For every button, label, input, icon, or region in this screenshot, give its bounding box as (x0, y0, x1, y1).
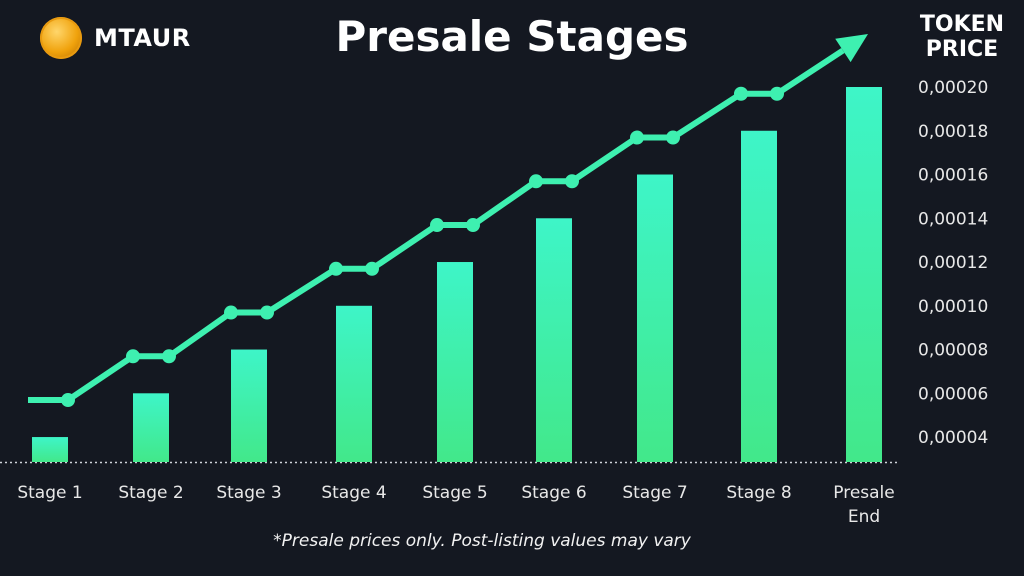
footnote: *Presale prices only. Post-listing value… (273, 531, 691, 551)
x-tick-label: Stage 4 (321, 483, 386, 503)
trend-point (61, 393, 75, 408)
x-tick-label: Presale (833, 483, 894, 503)
bar-6 (536, 218, 572, 462)
brand-name: MTAUR (94, 24, 191, 52)
y-tick-label: 0,00018 (918, 122, 988, 142)
trend-point (770, 86, 784, 101)
x-tick-label: End (848, 507, 880, 527)
x-tick-label: Stage 5 (422, 483, 487, 503)
brand-logo: MTAUR (40, 17, 191, 59)
trend-point (734, 86, 748, 101)
trend-point (224, 305, 238, 320)
bar-5 (437, 262, 473, 462)
trend-point (630, 130, 644, 145)
trend-point (260, 305, 274, 320)
x-tick-label: Stage 3 (216, 483, 281, 503)
x-tick-label: Stage 6 (521, 483, 586, 503)
x-tick-label: Stage 1 (17, 483, 82, 503)
trend-point (666, 130, 680, 145)
x-tick-label: Stage 2 (118, 483, 183, 503)
x-tick-label: Stage 7 (622, 483, 687, 503)
y-tick-label: 0,00014 (918, 209, 988, 229)
bar-2 (133, 393, 169, 462)
y-tick-label: 0,00004 (918, 428, 988, 448)
trend-point (126, 349, 140, 364)
trend-point (162, 349, 176, 364)
bar-7 (637, 174, 673, 462)
trend-point (430, 218, 444, 233)
chart-title: Presale Stages (335, 12, 689, 61)
bar-9 (846, 87, 882, 462)
trend-point (365, 261, 379, 276)
bar-3 (231, 349, 267, 462)
arrow-head-icon (835, 34, 868, 63)
coin-logo-icon (40, 17, 82, 59)
x-tick-label: Stage 8 (726, 483, 791, 503)
y-tick-label: 0,00008 (918, 341, 988, 361)
bar-4 (336, 305, 372, 462)
y-tick-label: 0,00012 (918, 253, 988, 273)
y-tick-label: 0,00006 (918, 384, 988, 404)
trend-point (329, 261, 343, 276)
y-axis-title: TOKEN PRICE (919, 12, 1005, 62)
y-tick-label: 0,00020 (918, 78, 988, 98)
trend-point (529, 174, 543, 189)
bar-1 (32, 437, 68, 462)
trend-point (466, 218, 480, 233)
trend-point (565, 174, 579, 189)
y-tick-label: 0,00010 (918, 297, 988, 317)
bar-8 (741, 130, 777, 462)
y-tick-label: 0,00016 (918, 166, 988, 186)
